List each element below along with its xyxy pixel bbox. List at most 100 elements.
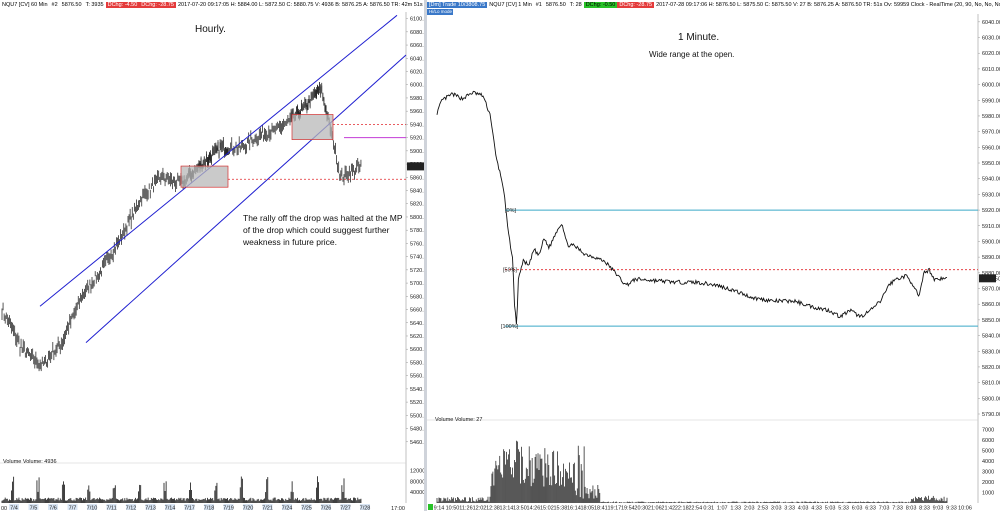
- time-tick-label: 17:00: [391, 506, 405, 511]
- price-tick-label: 5980.00: [410, 96, 430, 102]
- time-tick-label: 3:03: [771, 506, 782, 511]
- price-tick-label: 5960.00: [982, 145, 1000, 151]
- price-tick-label: 5800.00: [410, 215, 430, 221]
- header-segment: #1: [535, 2, 542, 8]
- time-tick-chip: [321, 504, 331, 510]
- hourly-chart-header: NQU7 [CV] 60 Min #2 5876.50 T: 3935 DChg: -4…: [0, 0, 452, 10]
- time-tick-label: 7:03: [879, 506, 890, 511]
- price-tick-label: 5920.00: [982, 208, 1000, 214]
- last-price-tag: [979, 274, 996, 283]
- last-price-tag-label: 5876.50: [409, 164, 429, 170]
- time-tick-label: 19:17: [607, 506, 621, 511]
- price-tick-label: 5740.00: [410, 255, 430, 261]
- time-tick-label: 12:02: [473, 506, 487, 511]
- price-tick-label: 5890.00: [982, 255, 1000, 261]
- price-tick-label: 5850.00: [982, 318, 1000, 324]
- price-tick-label: 5620.00: [410, 334, 430, 340]
- time-tick-chip: [48, 504, 58, 510]
- price-tick-label: 5900.00: [410, 149, 430, 155]
- header-segment: DChg: -28.75: [139, 2, 176, 8]
- time-tick-label: 10:06: [958, 506, 972, 511]
- time-tick-chip: [145, 504, 156, 510]
- time-tick-label: 7/27: [340, 506, 351, 511]
- volume-tick-label: 40000: [410, 490, 425, 496]
- volume-tick-label: 4000: [982, 459, 994, 465]
- hourly-volume-label: Volume Volume: 4936: [3, 459, 57, 465]
- minute-chart-subtitle: Wide range at the open.: [649, 50, 735, 59]
- header-segment: [Dm] Trade 10/3808.75: [427, 2, 488, 8]
- time-tick-label: 7/21: [262, 506, 273, 511]
- minute-chart-header: [Dm] Trade 10/3808.75 NQU7 [CV] 1 Min #1 58…: [427, 0, 1000, 10]
- price-tick-label: 5840.00: [410, 189, 430, 195]
- volume-tick-label: 3000: [982, 469, 994, 475]
- price-tick-label: 5810.00: [982, 381, 1000, 387]
- time-axis-bg: [427, 503, 978, 511]
- minute-chart-canvas[interactable]: 6040.00 6030.00 6020.00 6010.00 6000.00 5990.…: [427, 0, 1000, 511]
- time-tick-label: 22:54: [688, 506, 702, 511]
- time-tick-chip: [165, 504, 175, 510]
- time-tick-label: 7/19: [223, 506, 234, 511]
- price-tick-label: 5790.00: [982, 412, 1000, 418]
- time-tick-chip: [28, 504, 39, 510]
- price-tick-label: 6020.00: [410, 70, 430, 76]
- time-tick-chip: [87, 504, 97, 510]
- hourly-chart-pane[interactable]: NQU7 [CV] 60 Min #2 5876.50 T: 3935 DChg: -4…: [0, 0, 450, 511]
- time-tick-label: 13:50: [513, 506, 527, 511]
- time-tick-label: 5:33: [838, 506, 849, 511]
- time-tick-label: 9:14: [434, 506, 445, 511]
- hourly-chart-canvas[interactable]: 6100.00 6080.00 6060.00 6040.00 6020.00 6000.…: [0, 0, 430, 511]
- price-tick-label: 6020.00: [982, 51, 1000, 57]
- volume-tick-label: 120000: [410, 468, 428, 474]
- price-tick-label: 5520.00: [410, 400, 430, 406]
- time-tick-label: 7:33: [892, 506, 903, 511]
- minute-volume-label: Volume Volume: 27: [435, 417, 483, 423]
- minute-chart-pane[interactable]: [Dm] Trade 10/3808.75 NQU7 [CV] 1 Min #1 58…: [427, 0, 1000, 511]
- upper-channel-line: [39, 14, 398, 307]
- time-tick-label: 7/26: [321, 506, 332, 511]
- time-tick-label: 15:02: [540, 506, 554, 511]
- time-tick-chip: [360, 504, 370, 510]
- header-segment: NQU7 [CV] 1 Min: [489, 2, 532, 8]
- pane-divider[interactable]: [424, 0, 427, 511]
- header-segment: #2: [51, 2, 58, 8]
- consolidation-box: [291, 114, 334, 140]
- time-tick-label: 7/11: [106, 506, 116, 511]
- price-tick-label: 5990.00: [982, 98, 1000, 104]
- fib-label: [50%]: [503, 268, 518, 274]
- time-tick-chip: [243, 504, 253, 510]
- price-tick-label: 6000.00: [410, 83, 430, 89]
- time-tick-label: 15:38: [554, 506, 568, 511]
- time-tick-label: 2:03: [744, 506, 755, 511]
- time-tick-label: 10:50: [446, 506, 460, 511]
- fib-label: [0%]: [505, 208, 516, 214]
- volume-tick-label: 2000: [982, 480, 994, 486]
- time-tick-label: 5:03: [825, 506, 836, 511]
- time-tick-label: 7/24: [282, 506, 293, 511]
- header-segment: DChg: -0.50: [583, 2, 618, 8]
- minute-chart-title: 1 Minute.: [678, 32, 720, 43]
- volume-tick-label: 7000: [982, 427, 994, 433]
- time-tick-label: 7/6: [49, 506, 57, 511]
- hourly-annotation: The rally off the drop was halted at the…: [243, 213, 403, 247]
- price-tick-label: 5460.00: [410, 440, 430, 446]
- time-tick-label: 0:31: [703, 506, 714, 511]
- time-tick-label: 3:33: [784, 506, 795, 511]
- time-tick-label: 7/14: [165, 506, 176, 511]
- time-tick-chip: [204, 504, 214, 510]
- price-tick-label: 5640.00: [410, 321, 430, 327]
- time-tick-label: 00: [1, 506, 7, 511]
- price-tick-label: 5900.00: [982, 239, 1000, 245]
- consolidation-box: [180, 165, 229, 188]
- hilo-mode-chip[interactable]: Hi/Lo mode: [427, 9, 453, 15]
- time-tick-label: 9:03: [933, 506, 944, 511]
- time-tick-label: 7/10: [87, 506, 98, 511]
- price-tick-label: 5940.00: [410, 122, 430, 128]
- time-tick-label: 18:41: [594, 506, 608, 511]
- header-segment: 2017-07-20 09:17:05 H: 5884.00 L: 5872.5…: [177, 2, 450, 8]
- time-tick-chip: [106, 504, 117, 510]
- time-tick-chip: [282, 504, 292, 510]
- price-tick-label: 5600.00: [410, 347, 430, 353]
- price-tick-label: 6100.00: [410, 17, 430, 23]
- last-price-tag: [407, 162, 424, 171]
- time-tick-chip: [9, 504, 19, 510]
